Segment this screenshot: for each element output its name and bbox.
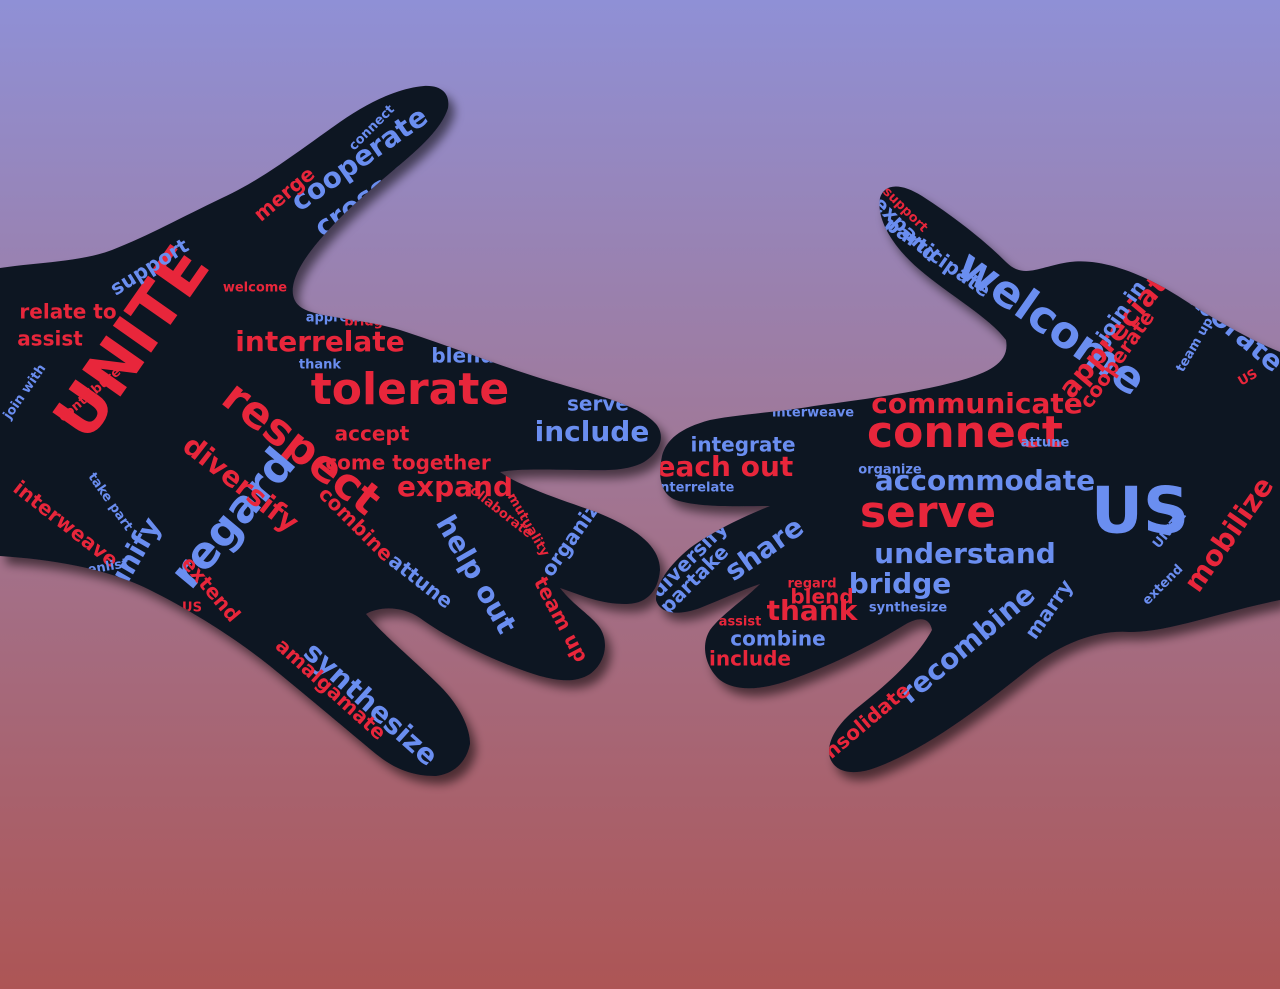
left-hand: UNITErespectregardtoleratediversifyunify… [0,85,661,776]
word-assist: assist [719,615,762,630]
word-tolerate: tolerate [311,364,509,415]
word-include: include [709,647,791,671]
word-reach-out: reach out [643,450,794,483]
right-hand: USconnectservewelcomecollaboraterecombin… [643,186,1280,773]
word-connect: connect [867,407,1063,458]
word-include: include [535,415,650,448]
word-thank: thank [767,594,859,627]
word-integrate: integrate [690,433,795,457]
word-come-together: come together [325,451,491,475]
word-blend: blend [431,344,494,368]
word-relate-to: relate to [19,300,116,324]
word-us: US [1091,475,1189,549]
word-expand: expand [397,470,513,503]
word-interweave: interweave [772,406,854,421]
word-regard: regard [787,577,836,592]
word-mutuality: mutuality [783,381,854,396]
word-accept: accept [335,422,410,446]
word-bridge: bridge [344,315,392,330]
word-interrelate: interrelate [656,481,735,496]
word-serve: serve [860,487,996,538]
word-understand: understand [874,537,1056,570]
word-accommodate: accommodate [875,464,1095,497]
word-interrelate: interrelate [235,325,404,358]
word-attune: attune [1021,436,1070,451]
right-hand-silhouette [656,186,1280,773]
word-thank: thank [299,358,341,373]
word-blend: blend [790,585,853,609]
word-us: US [182,601,202,616]
word-combine: combine [730,627,825,651]
left-hand-silhouette [0,85,661,776]
word-organize: organize [858,463,922,478]
word-welcome: welcome [223,281,287,296]
word-serve: serve [567,392,629,416]
word-communicate: communicate [871,387,1083,420]
word-bridge: bridge [849,567,952,600]
word-synthesize: synthesize [869,601,948,616]
word-assist: assist [17,327,83,351]
